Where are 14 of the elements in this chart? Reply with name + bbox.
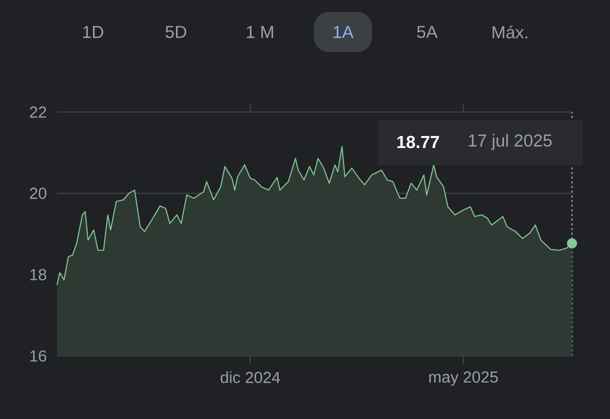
y-tick-label: 22 — [30, 106, 46, 118]
text: 5A — [417, 26, 438, 38]
text: 5D — [166, 26, 186, 38]
text: 1A — [334, 26, 354, 38]
y-tick-label: 20 — [30, 188, 46, 199]
annotation: 17 jul 2025 — [468, 134, 552, 150]
x-tick-label: may 2025 — [429, 371, 498, 386]
text: Máx. — [492, 26, 528, 38]
text: 1 M — [246, 26, 274, 38]
x-tick-label: dic 2024 — [220, 371, 280, 384]
y-tick-label: 18 — [30, 269, 46, 280]
y-tick-label: 16 — [30, 350, 46, 362]
text: 1D — [83, 26, 104, 38]
annotation: 18.77 — [397, 136, 439, 148]
